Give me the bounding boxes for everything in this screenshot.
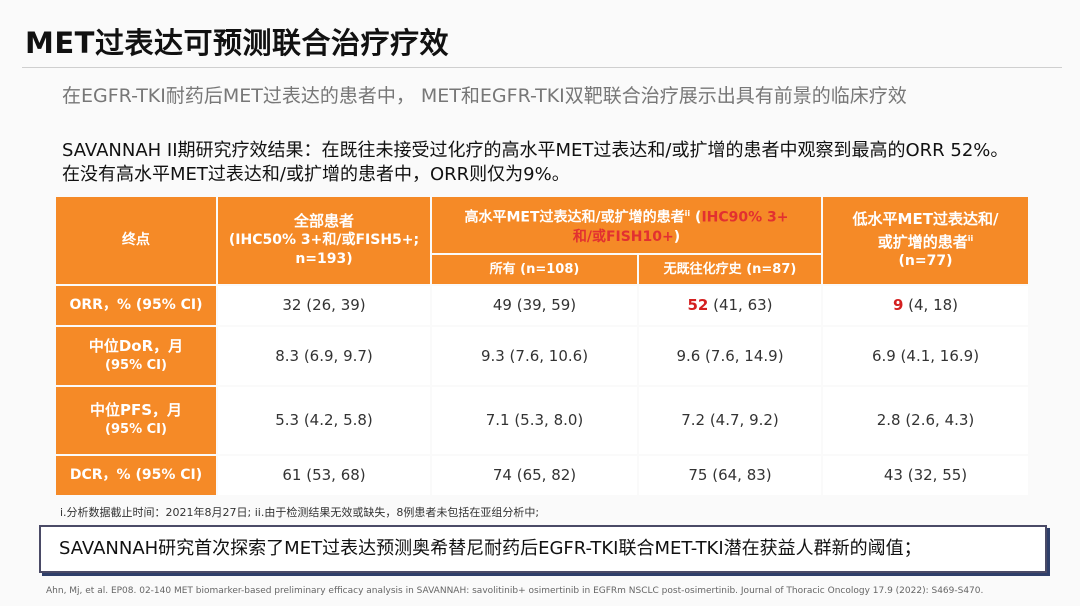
table-row-dor: 中位DoR，月 (95% CI) 8.3 (6.9, 9.7) 9.3 (7.6… [56, 326, 1028, 386]
row-label-pfs-line1: 中位PFS，月 [89, 401, 183, 420]
row-label-orr: ORR，% (95% CI) [56, 285, 216, 325]
header-all-patients-line2: (IHC50% 3+和/或FISH5+; [228, 231, 420, 248]
reference-citation: Ahn, Mj, et al. EP08. 02-140 MET biomark… [46, 586, 984, 596]
cell-orr-low: 9 (4, 18) [823, 285, 1028, 325]
header-all-patients: 全部患者 (IHC50% 3+和/或FISH5+; n=193) [218, 197, 430, 284]
orr-high-no-chemo-value: 52 [687, 296, 709, 315]
header-low-met-line1: 低水平MET过表达和/ [852, 209, 999, 228]
table-row-orr: ORR，% (95% CI) 32 (26, 39) 49 (39, 59) 5… [56, 285, 1028, 325]
row-label-pfs-line2: (95% CI) [105, 422, 167, 438]
cell-orr-high-no-chemo: 52 (41, 63) [639, 285, 821, 325]
table-row-pfs: 中位PFS，月 (95% CI) 5.3 (4.2, 5.8) 7.1 (5.3… [56, 387, 1028, 454]
header-low-met-line3: (n=77) [898, 252, 953, 269]
cell-dcr-low: 43 (32, 55) [823, 455, 1028, 495]
slide-subtitle: 在EGFR-TKI耐药后MET过表达的患者中， MET和EGFR-TKI双靶联合… [62, 85, 907, 107]
header-low-met-footnote-mark: ii [967, 233, 974, 243]
header-all-patients-line3: n=193) [295, 250, 353, 267]
title-divider [22, 67, 1062, 68]
cell-orr-high-all: 49 (39, 59) [432, 285, 637, 325]
header-endpoint: 终点 [56, 197, 216, 284]
table-footnote: i.分析数据截止时间：2021年8月27日; ii.由于检测结果无效或缺失，8例… [60, 506, 540, 519]
cell-pfs-high-no-chemo: 7.2 (4.7, 9.2) [639, 387, 821, 454]
summary-box: SAVANNAH研究首次探索了MET过表达预测奥希替尼耐药后EGFR-TKI联合… [39, 525, 1047, 573]
header-low-met-line2: 或扩增的患者 [877, 232, 968, 251]
row-label-dor-line1: 中位DoR，月 [88, 337, 184, 356]
subheader-high-no-chemo: 无既往化疗史 (n=87) [639, 255, 821, 284]
cell-dor-low: 6.9 (4.1, 16.9) [823, 326, 1028, 386]
orr-low-value: 9 [892, 296, 904, 315]
header-high-met-criteria-fish: FISH10+ [605, 228, 674, 245]
cell-dor-high-all: 9.3 (7.6, 10.6) [432, 326, 637, 386]
header-high-met-label: 高水平MET过表达和/或扩增的患者 [464, 209, 685, 226]
cell-dcr-high-all: 74 (65, 82) [432, 455, 637, 495]
header-high-met-criteria-ihc: IHC90% 3+ [701, 209, 789, 226]
orr-low-ci: (4, 18) [903, 296, 959, 315]
cell-pfs-high-all: 7.1 (5.3, 8.0) [432, 387, 637, 454]
row-label-dcr: DCR，% (95% CI) [56, 455, 216, 495]
table-row-dcr: DCR，% (95% CI) 61 (53, 68) 74 (65, 82) 7… [56, 455, 1028, 495]
header-high-met-footnote-mark: ii [684, 208, 691, 218]
row-label-dor-line2: (95% CI) [105, 358, 167, 374]
efficacy-results-table: 终点 全部患者 (IHC50% 3+和/或FISH5+; n=193) 高水平M… [54, 195, 1030, 497]
header-low-met: 低水平MET过表达和/ 或扩增的患者ii (n=77) [823, 197, 1028, 284]
intro-paragraph: SAVANNAH II期研究疗效结果：在既往未接受过化疗的高水平MET过表达和/… [62, 140, 1009, 185]
orr-high-no-chemo-ci: (41, 63) [708, 296, 773, 315]
header-high-met: 高水平MET过表达和/或扩增的患者ii (IHC90% 3+ 和/或FISH10+… [432, 197, 821, 254]
header-high-met-criteria-andor: 和/或 [572, 228, 606, 245]
header-high-met-criteria-close: ) [673, 228, 681, 245]
subheader-high-all: 所有 (n=108) [432, 255, 637, 284]
cell-dor-all: 8.3 (6.9, 9.7) [218, 326, 430, 386]
cell-dcr-high-no-chemo: 75 (64, 83) [639, 455, 821, 495]
cell-dor-high-no-chemo: 9.6 (7.6, 14.9) [639, 326, 821, 386]
header-high-met-criteria-open: ( [690, 209, 702, 226]
row-label-dor: 中位DoR，月 (95% CI) [56, 326, 216, 386]
slide-title: MET过表达可预测联合治疗疗效 [25, 26, 449, 60]
cell-pfs-all: 5.3 (4.2, 5.8) [218, 387, 430, 454]
cell-dcr-all: 61 (53, 68) [218, 455, 430, 495]
cell-pfs-low: 2.8 (2.6, 4.3) [823, 387, 1028, 454]
cell-orr-all: 32 (26, 39) [218, 285, 430, 325]
header-all-patients-line1: 全部患者 [293, 211, 354, 230]
row-label-pfs: 中位PFS，月 (95% CI) [56, 387, 216, 454]
